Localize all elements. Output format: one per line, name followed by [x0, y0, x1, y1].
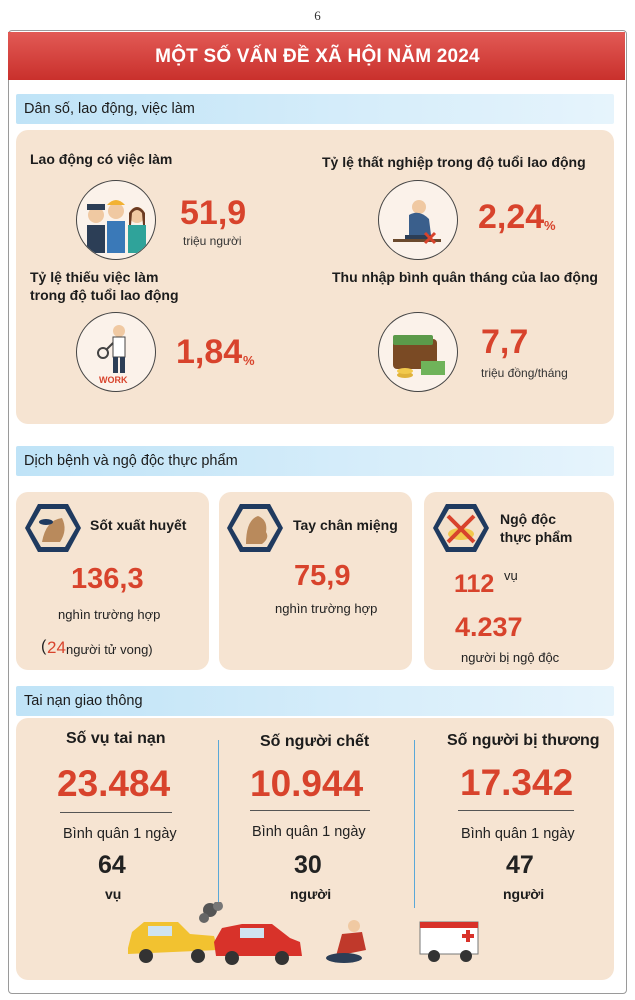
deaths-label: Số người chết [260, 733, 370, 750]
divider-line [250, 810, 370, 811]
underemployment-value: 1,84 [176, 333, 243, 371]
section-heading-traffic: Tai nạn giao thông [16, 686, 614, 716]
unemployment-value: 2,24 [478, 198, 545, 236]
underemployment-label-2: trong độ tuổi lao động [30, 287, 179, 303]
food-poisoning-icon [433, 504, 489, 552]
income-label: Thu nhập bình quân tháng của lao động [332, 269, 598, 285]
injured-avg-value: 47 [506, 851, 534, 879]
page-number: 6 [314, 8, 321, 23]
dengue-deaths-text: người tử vong) [66, 642, 153, 657]
food-poisoning-label-1: Ngộ độc [500, 511, 556, 527]
unemployed-person-icon [378, 180, 458, 260]
mosquito-icon [25, 504, 81, 552]
poison-people-value: 4.237 [455, 612, 523, 642]
traffic-accident-illustration [128, 902, 479, 965]
sick-child-icon [227, 504, 283, 552]
poison-people-unit: người bị ngộ độc [461, 650, 560, 665]
hfmd-label: Tay chân miệng [293, 517, 398, 533]
hfmd-unit: nghìn trường hợp [275, 601, 378, 616]
injured-avg-unit: người [503, 886, 545, 902]
divider-line [60, 812, 172, 813]
divider-line [458, 810, 574, 811]
food-poisoning-label-2: thực phẩm [500, 529, 573, 545]
underemployment-label-1: Tỷ lệ thiếu việc làm [30, 269, 159, 285]
unemployment-unit: % [544, 218, 556, 233]
title-banner [8, 32, 625, 80]
dengue-unit: nghìn trường hợp [58, 607, 161, 622]
injured-label: Số người bị thương [447, 732, 600, 749]
crashed-cars-icon [128, 902, 302, 965]
accidents-value: 23.484 [57, 763, 171, 804]
employed-unit: triệu người [183, 234, 242, 248]
poison-cases-unit: vụ [504, 568, 518, 583]
injured-person-icon [326, 920, 366, 963]
income-value: 7,7 [481, 323, 529, 361]
dengue-deaths-value: 24 [47, 638, 66, 657]
poison-cases-value: 112 [454, 570, 495, 598]
employed-label: Lao động có việc làm [30, 151, 173, 167]
section-heading-population: Dân số, lao động, việc làm [16, 94, 614, 124]
injured-value: 17.342 [460, 762, 574, 803]
underemployment-unit: % [243, 353, 255, 368]
deaths-value: 10.944 [250, 763, 364, 804]
deaths-avg-label: Bình quân 1 ngày [252, 824, 366, 840]
section-heading-disease: Dịch bệnh và ngộ độc thực phẩm [16, 446, 614, 476]
injured-avg-label: Bình quân 1 ngày [461, 826, 575, 842]
dengue-value: 136,3 [71, 563, 144, 595]
workers-icon [76, 180, 156, 260]
hfmd-value: 75,9 [294, 560, 351, 592]
column-divider [414, 740, 415, 908]
dengue-deaths-open: ( [41, 638, 47, 655]
accidents-label: Số vụ tai nạn [66, 730, 166, 747]
column-divider [218, 740, 219, 908]
traffic-panel [16, 718, 614, 980]
deaths-avg-value: 30 [294, 851, 322, 879]
wallet-money-icon [378, 312, 458, 392]
income-unit: triệu đồng/tháng [481, 366, 568, 380]
deaths-avg-unit: người [290, 886, 332, 902]
dengue-label: Sốt xuất huyết [90, 517, 187, 533]
accidents-avg-unit: vụ [105, 886, 122, 902]
accidents-avg-label: Bình quân 1 ngày [63, 826, 177, 842]
accidents-avg-value: 64 [98, 851, 126, 879]
employed-value: 51,9 [180, 194, 247, 232]
job-search-icon: WORK [76, 312, 156, 392]
work-text: WORK [99, 375, 128, 385]
page-title: MỘT SỐ VẤN ĐỀ XÃ HỘI NĂM 2024 [155, 46, 480, 67]
ambulance-icon [419, 921, 479, 962]
unemployment-label: Tỷ lệ thất nghiệp trong độ tuổi lao động [322, 154, 586, 170]
